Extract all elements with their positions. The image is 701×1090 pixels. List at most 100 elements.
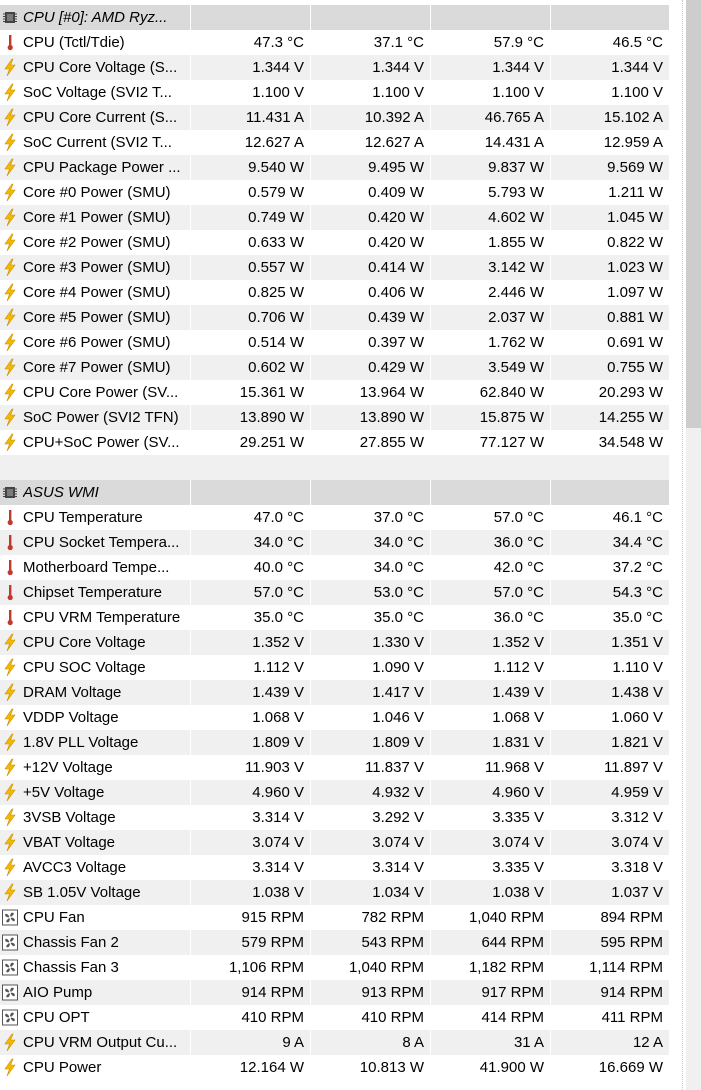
sensor-current-value: 3.314 V (252, 859, 304, 876)
column-divider (190, 805, 191, 830)
sensor-max-value: 414 RPM (481, 1009, 544, 1026)
sensor-row[interactable]: Chassis Fan 3 1,106 RPM 1,040 RPM 1,182 RPM… (0, 955, 669, 980)
column-divider (550, 905, 551, 930)
sensor-name: Core #1 Power (SMU) (23, 209, 171, 226)
sensor-min-value: 3.074 V (372, 834, 424, 851)
column-divider (310, 730, 311, 755)
column-divider (550, 880, 551, 905)
column-divider (550, 430, 551, 455)
sensor-min-value: 35.0 °C (373, 609, 424, 626)
lightning-icon (2, 308, 18, 327)
sensor-row[interactable]: CPU VRM Output Cu... 9 A 8 A 31 A 12 A (0, 1030, 669, 1055)
sensor-min-value: 0.406 W (368, 284, 424, 301)
sensor-max-value: 3.335 V (492, 809, 544, 826)
column-divider (430, 530, 431, 555)
sensor-row[interactable]: VDDP Voltage 1.068 V 1.046 V 1.068 V 1.060 V (0, 705, 669, 730)
column-divider (430, 405, 431, 430)
column-divider (550, 505, 551, 530)
sensor-row[interactable]: Core #5 Power (SMU) 0.706 W 0.439 W 2.037 W… (0, 305, 669, 330)
sensor-current-value: 1.809 V (252, 734, 304, 751)
sensor-row[interactable]: SoC Current (SVI2 T... 12.627 A 12.627 A 14… (0, 130, 669, 155)
column-divider (430, 480, 431, 505)
sensor-row[interactable]: CPU+SoC Power (SV... 29.251 W 27.855 W 77.1… (0, 430, 669, 455)
sensor-row[interactable]: CPU Package Power ... 9.540 W 9.495 W 9.837… (0, 155, 669, 180)
column-divider (190, 180, 191, 205)
sensor-row[interactable]: CPU OPT 410 RPM 410 RPM 414 RPM 411 RPM (0, 1005, 669, 1030)
sensor-max-value: 2.446 W (488, 284, 544, 301)
sensor-row[interactable]: CPU Power 12.164 W 10.813 W 41.900 W 16.669 … (0, 1055, 669, 1080)
sensor-row[interactable]: CPU Core Power (SV... 15.361 W 13.964 W 62.… (0, 380, 669, 405)
sensor-avg-value: 411 RPM (601, 1009, 663, 1026)
sensor-name: Core #2 Power (SMU) (23, 234, 171, 251)
sensor-row[interactable]: DRAM Voltage 1.439 V 1.417 V 1.439 V 1.438 V (0, 680, 669, 705)
sensor-row[interactable]: Core #4 Power (SMU) 0.825 W 0.406 W 2.446 W… (0, 280, 669, 305)
sensor-min-value: 410 RPM (361, 1009, 424, 1026)
lightning-icon (2, 158, 18, 177)
scrollbar-thumb[interactable] (686, 0, 701, 428)
lightning-icon (2, 133, 18, 152)
column-divider (430, 305, 431, 330)
sensor-avg-value: 12 A (632, 1034, 663, 1051)
sensor-row[interactable]: SoC Power (SVI2 TFN) 13.890 W 13.890 W 15.8… (0, 405, 669, 430)
sensor-max-value: 2.037 W (488, 309, 544, 326)
sensor-min-value: 1.090 V (372, 659, 424, 676)
column-divider (550, 255, 551, 280)
sensor-row[interactable]: Core #7 Power (SMU) 0.602 W 0.429 W 3.549 W… (0, 355, 669, 380)
sensor-row[interactable]: CPU VRM Temperature 35.0 °C 35.0 °C 36.0 °C… (0, 605, 669, 630)
sensor-max-value: 77.127 W (479, 434, 544, 451)
column-divider (190, 330, 191, 355)
sensor-row[interactable]: 3VSB Voltage 3.314 V 3.292 V 3.335 V 3.312 V (0, 805, 669, 830)
sensor-group-title: CPU [#0]: AMD Ryz... (23, 9, 168, 26)
sensor-row[interactable]: AIO Pump 914 RPM 913 RPM 917 RPM 914 RPM (0, 980, 669, 1005)
sensor-group-header[interactable]: ASUS WMI (0, 480, 669, 505)
sensor-row[interactable]: AVCC3 Voltage 3.314 V 3.314 V 3.335 V 3.318 … (0, 855, 669, 880)
sensor-min-value: 0.420 W (368, 209, 424, 226)
sensor-max-value: 36.0 °C (493, 534, 544, 551)
sensor-max-value: 1.068 V (492, 709, 544, 726)
column-divider (310, 5, 311, 30)
lightning-icon (2, 108, 18, 127)
sensor-row[interactable]: Core #2 Power (SMU) 0.633 W 0.420 W 1.855 W… (0, 230, 669, 255)
sensor-row[interactable]: SB 1.05V Voltage 1.038 V 1.034 V 1.038 V 1.0… (0, 880, 669, 905)
column-divider (190, 230, 191, 255)
sensor-name: Core #6 Power (SMU) (23, 334, 171, 351)
sensor-row[interactable]: +12V Voltage 11.903 V 11.837 V 11.968 V 11.8… (0, 755, 669, 780)
sensor-row[interactable]: CPU Temperature 47.0 °C 37.0 °C 57.0 °C 46.1… (0, 505, 669, 530)
sensor-row[interactable]: CPU Fan 915 RPM 782 RPM 1,040 RPM 894 RPM (0, 905, 669, 930)
sensor-current-value: 915 RPM (241, 909, 304, 926)
sensor-row[interactable]: CPU Socket Tempera... 34.0 °C 34.0 °C 36.0 … (0, 530, 669, 555)
sensor-current-value: 0.633 W (248, 234, 304, 251)
sensor-row[interactable]: VBAT Voltage 3.074 V 3.074 V 3.074 V 3.074 V (0, 830, 669, 855)
sensor-row[interactable]: Chassis Fan 2 579 RPM 543 RPM 644 RPM 595 RP… (0, 930, 669, 955)
sensor-row[interactable]: CPU Core Voltage (S... 1.344 V 1.344 V 1.34… (0, 55, 669, 80)
sensor-avg-value: 4.959 V (611, 784, 663, 801)
sensor-current-value: 12.627 A (244, 134, 304, 151)
sensor-current-value: 0.579 W (248, 184, 304, 201)
sensor-row[interactable]: CPU Core Voltage 1.352 V 1.330 V 1.352 V 1.3… (0, 630, 669, 655)
sensor-row[interactable]: 1.8V PLL Voltage 1.809 V 1.809 V 1.831 V 1.8… (0, 730, 669, 755)
sensor-row[interactable]: Motherboard Tempe... 40.0 °C 34.0 °C 42.0 °… (0, 555, 669, 580)
sensor-row[interactable]: Core #1 Power (SMU) 0.749 W 0.420 W 4.602 W… (0, 205, 669, 230)
column-divider (430, 105, 431, 130)
sensor-row[interactable]: Core #0 Power (SMU) 0.579 W 0.409 W 5.793 W… (0, 180, 669, 205)
sensor-row[interactable]: SoC Voltage (SVI2 T... 1.100 V 1.100 V 1.10… (0, 80, 669, 105)
sensor-group-header[interactable]: CPU [#0]: AMD Ryz... (0, 5, 669, 30)
sensor-name: CPU Fan (23, 909, 85, 926)
sensor-avg-value: 54.3 °C (612, 584, 663, 601)
sensor-row[interactable]: Core #6 Power (SMU) 0.514 W 0.397 W 1.762 W… (0, 330, 669, 355)
column-divider (550, 830, 551, 855)
sensor-avg-value: 0.822 W (607, 234, 663, 251)
lightning-icon (2, 733, 18, 752)
sensor-min-value: 8 A (402, 1034, 424, 1051)
sensor-current-value: 3.314 V (252, 809, 304, 826)
sensor-row[interactable]: CPU SOC Voltage 1.112 V 1.090 V 1.112 V 1.11… (0, 655, 669, 680)
sensor-max-value: 1,040 RPM (468, 909, 544, 926)
sensor-name: CPU Package Power ... (23, 159, 181, 176)
sensor-row[interactable]: CPU Core Current (S... 11.431 A 10.392 A 46… (0, 105, 669, 130)
sensor-row[interactable]: Chipset Temperature 57.0 °C 53.0 °C 57.0 °C… (0, 580, 669, 605)
sensor-row[interactable]: Core #3 Power (SMU) 0.557 W 0.414 W 3.142 W… (0, 255, 669, 280)
sensor-row[interactable]: +5V Voltage 4.960 V 4.932 V 4.960 V 4.959 V (0, 780, 669, 805)
sensor-row[interactable]: CPU (Tctl/Tdie) 47.3 °C 37.1 °C 57.9 °C 46.5… (0, 30, 669, 55)
sensor-max-value: 917 RPM (481, 984, 544, 1001)
column-divider (310, 180, 311, 205)
